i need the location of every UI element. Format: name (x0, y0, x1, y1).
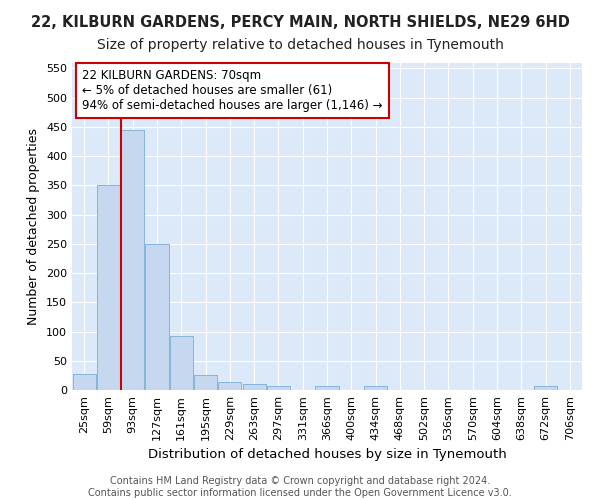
Bar (218, 382, 241, 390)
Bar (364, 386, 387, 390)
Text: 22 KILBURN GARDENS: 70sqm
← 5% of detached houses are smaller (61)
94% of semi-d: 22 KILBURN GARDENS: 70sqm ← 5% of detach… (82, 69, 383, 112)
Bar (170, 336, 193, 390)
Text: Contains HM Land Registry data © Crown copyright and database right 2024.
Contai: Contains HM Land Registry data © Crown c… (88, 476, 512, 498)
Bar (316, 386, 338, 390)
Text: Size of property relative to detached houses in Tynemouth: Size of property relative to detached ho… (97, 38, 503, 52)
Bar (242, 384, 266, 390)
Bar (145, 244, 169, 390)
Bar (267, 386, 290, 390)
Text: 22, KILBURN GARDENS, PERCY MAIN, NORTH SHIELDS, NE29 6HD: 22, KILBURN GARDENS, PERCY MAIN, NORTH S… (31, 15, 569, 30)
Bar (97, 186, 120, 390)
Bar (73, 374, 95, 390)
Bar (121, 130, 144, 390)
Y-axis label: Number of detached properties: Number of detached properties (28, 128, 40, 325)
Bar (194, 376, 217, 390)
X-axis label: Distribution of detached houses by size in Tynemouth: Distribution of detached houses by size … (148, 448, 506, 462)
Bar (534, 386, 557, 390)
